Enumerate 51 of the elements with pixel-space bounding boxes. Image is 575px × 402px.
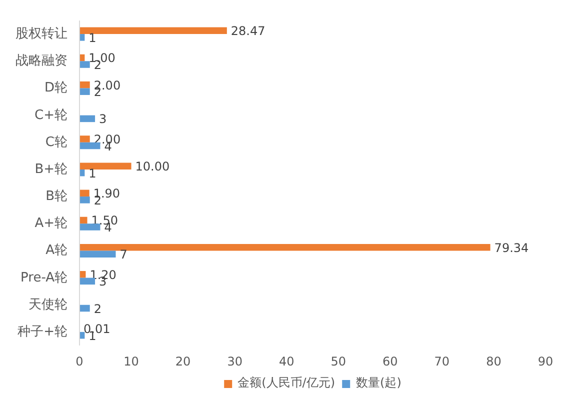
x-tick-label: 20 (175, 354, 191, 368)
x-tick-label: 40 (278, 354, 294, 368)
bar (80, 88, 90, 95)
bar (80, 142, 100, 150)
bar (80, 136, 90, 142)
bar (80, 115, 96, 122)
y-tick-label: D轮 (44, 80, 68, 96)
x-tick-label: 50 (330, 354, 346, 368)
x-tick-label: 90 (538, 354, 554, 368)
y-tick-label: C+轮 (34, 108, 68, 123)
data-label: 79.34 (494, 240, 529, 255)
data-label: 2 (94, 58, 102, 72)
x-tick-label: 30 (227, 354, 242, 368)
bar (80, 162, 132, 170)
bar (80, 81, 90, 88)
x-tick-label: 0 (76, 354, 84, 368)
bar (80, 34, 85, 41)
y-tick-label: A轮 (46, 243, 68, 258)
legend-label: 数量(起) (356, 374, 402, 392)
y-tick-label: 种子+轮 (18, 324, 68, 340)
data-label: 7 (120, 248, 128, 262)
bar (80, 216, 88, 224)
y-tick-label: 股权转让 (16, 26, 68, 42)
bar (80, 278, 96, 285)
y-tick-label: 天使轮 (28, 297, 68, 312)
legend-label: 金额(人民币/亿元) (238, 374, 336, 392)
y-tick-label: B轮 (46, 189, 68, 204)
x-tick-label: 60 (382, 354, 398, 368)
data-label: 3 (99, 112, 107, 126)
x-tick-label: 70 (434, 354, 450, 368)
data-label: 1 (88, 166, 96, 180)
bar (80, 190, 90, 197)
bar (80, 27, 227, 34)
bar (80, 244, 490, 251)
bar (80, 250, 116, 258)
data-label: 28.47 (230, 24, 266, 38)
bar (80, 61, 90, 68)
bar (80, 304, 90, 312)
y-tick-label: B+轮 (34, 162, 68, 177)
data-label: 1 (88, 30, 96, 45)
y-tick-label: A+轮 (34, 216, 68, 232)
y-tick-label: C轮 (45, 134, 68, 150)
data-label: 10.00 (135, 160, 170, 174)
bar (80, 271, 86, 278)
bar (80, 196, 90, 204)
y-tick-label: 战略融资 (16, 54, 68, 69)
x-tick-label: 80 (486, 354, 502, 368)
y-tick-label: Pre-A轮 (20, 270, 68, 286)
data-label: 2 (94, 302, 102, 316)
x-tick-label: 10 (124, 354, 139, 368)
bar (80, 224, 100, 230)
